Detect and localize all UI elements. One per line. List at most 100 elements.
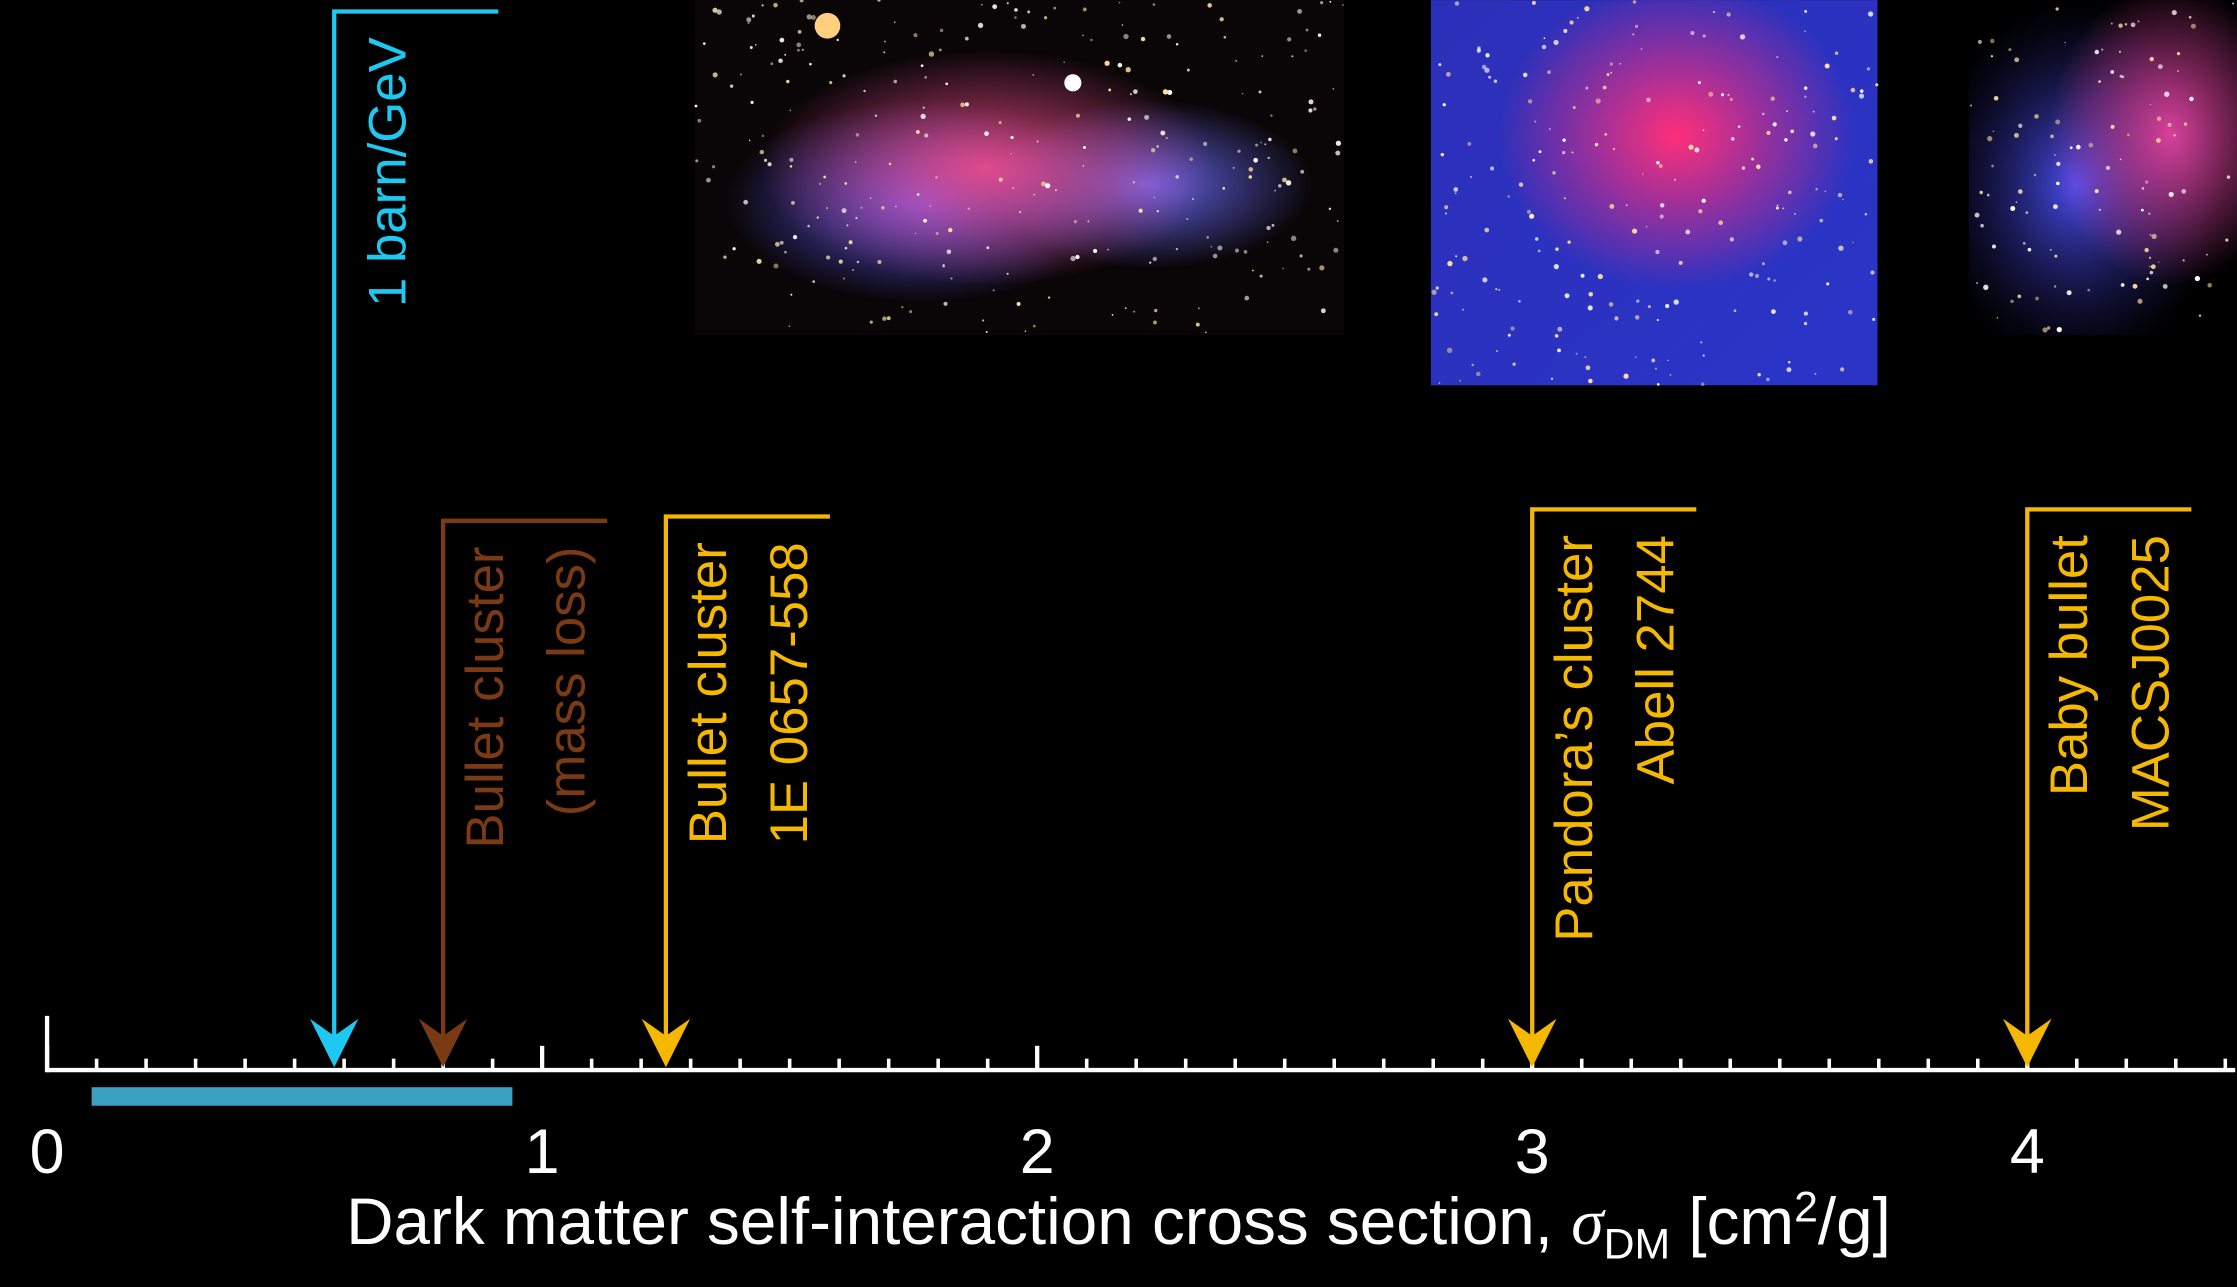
star (1537, 249, 1541, 253)
star (1548, 127, 1551, 130)
star (1287, 37, 1292, 42)
star (1063, 61, 1066, 64)
star (1021, 23, 1026, 29)
star (928, 51, 935, 57)
star (1522, 72, 1528, 78)
star (1584, 356, 1587, 358)
star (915, 130, 920, 134)
star (2008, 48, 2012, 52)
star (1708, 91, 1714, 97)
star (1082, 164, 1085, 167)
star (884, 40, 886, 43)
star (2053, 285, 2057, 288)
star (1165, 136, 1168, 140)
star (1435, 286, 1439, 290)
star (1614, 316, 1619, 321)
star (1243, 250, 1248, 254)
star (1485, 53, 1490, 58)
star (1636, 299, 1640, 303)
star (826, 207, 828, 209)
star (869, 197, 872, 199)
star (1834, 51, 1839, 55)
star (1232, 166, 1235, 169)
star (1235, 59, 1238, 62)
star (796, 42, 802, 48)
star (759, 149, 765, 155)
star (1461, 308, 1465, 311)
star (2120, 283, 2125, 287)
star (1291, 55, 1294, 58)
star (1991, 164, 1994, 168)
star (1834, 137, 1838, 141)
star (1482, 277, 1488, 283)
star (1222, 187, 1226, 190)
star (764, 158, 768, 162)
star (1150, 148, 1156, 153)
star (998, 121, 1002, 125)
star (812, 280, 815, 283)
star (1490, 166, 1495, 171)
star (1270, 114, 1273, 117)
star (1271, 223, 1275, 227)
star (2017, 189, 2023, 194)
star (1336, 219, 1339, 222)
star (1260, 141, 1262, 144)
star (829, 81, 833, 85)
star (1993, 95, 1999, 101)
star (1127, 117, 1132, 121)
star (1335, 140, 1342, 146)
star (750, 100, 754, 104)
star (2162, 284, 2168, 289)
star (1784, 138, 1788, 142)
star (895, 205, 897, 208)
star (797, 48, 800, 52)
star (1332, 87, 1335, 90)
star (2145, 180, 2149, 184)
star (935, 231, 939, 236)
star (2022, 242, 2026, 245)
star (1234, 248, 1240, 253)
x-axis-label: Dark matter self-interaction cross secti… (346, 1183, 1891, 1268)
star (1267, 156, 1270, 160)
star (807, 224, 810, 228)
star (1453, 187, 1459, 192)
star (1554, 334, 1559, 338)
star (2148, 212, 2151, 215)
star (2025, 211, 2029, 214)
star (749, 46, 753, 49)
star (2177, 70, 2179, 72)
star (1241, 92, 1244, 95)
star (2088, 142, 2094, 148)
star (1251, 269, 1254, 272)
star (1837, 192, 1843, 198)
star (2148, 256, 2152, 260)
star (1990, 55, 1994, 58)
star (1043, 16, 1048, 20)
star (2149, 103, 2152, 106)
star (810, 15, 816, 20)
star (1186, 217, 1189, 220)
star (1713, 11, 1715, 13)
star (1153, 320, 1157, 325)
star (1305, 28, 1309, 32)
cluster-images (694, 0, 2237, 387)
star (1654, 367, 1657, 370)
star (1282, 267, 1284, 270)
star (1992, 130, 1995, 133)
star (1484, 227, 1490, 233)
star (924, 133, 929, 138)
star (1186, 68, 1190, 72)
star (1787, 360, 1791, 364)
star (2188, 15, 2192, 19)
star (1819, 218, 1824, 223)
star (1431, 289, 1437, 295)
star (1292, 148, 1298, 154)
star (2017, 294, 2022, 299)
bright-star (1064, 74, 1082, 92)
star (1175, 175, 1179, 179)
star (1996, 317, 1999, 319)
marker-flag (663, 514, 830, 1053)
star (1803, 321, 1808, 326)
star (1434, 312, 1439, 317)
star (1488, 75, 1492, 79)
